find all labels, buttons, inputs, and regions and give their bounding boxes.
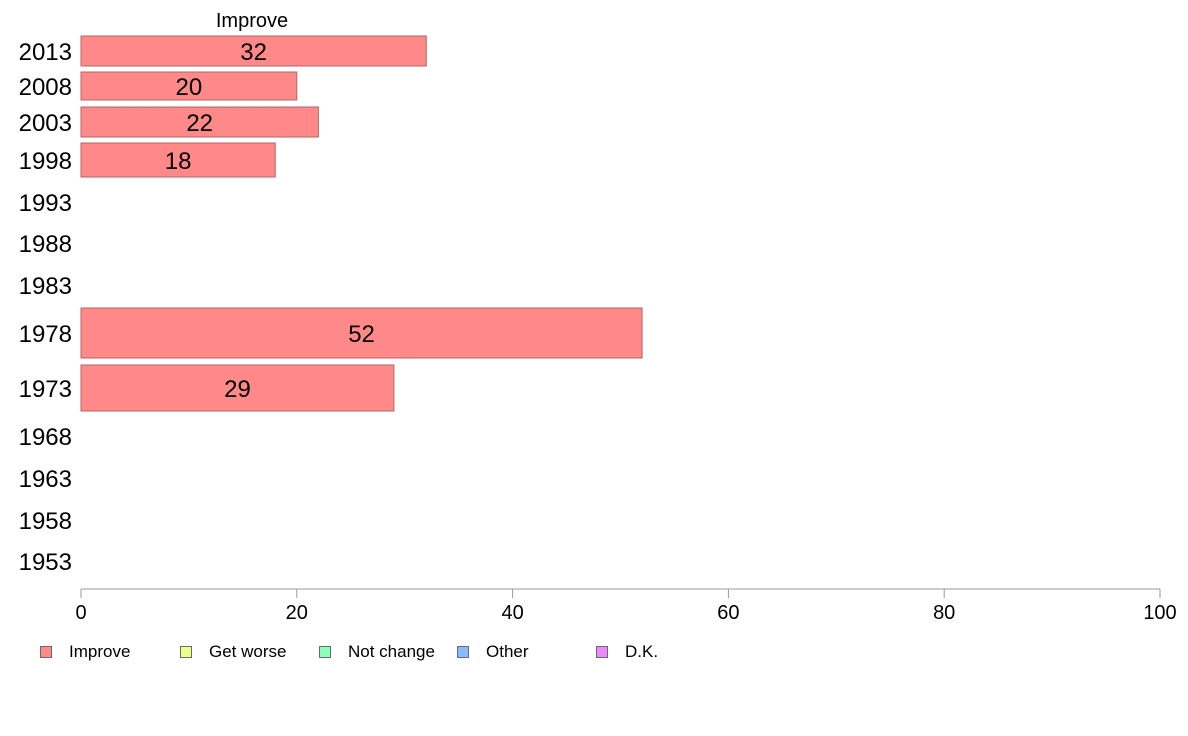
series-title: Improve	[216, 10, 288, 32]
data-label: 29	[224, 376, 251, 403]
bar	[80, 35, 427, 67]
legend-item: Get worse	[180, 641, 286, 663]
data-label: 18	[165, 148, 192, 175]
y-tick-label: 1963	[19, 466, 72, 493]
x-tick-label: 40	[501, 602, 523, 624]
y-tick-label: 2008	[19, 74, 72, 101]
x-tick-label: 0	[75, 602, 86, 624]
data-label: 52	[348, 321, 375, 348]
legend-label: D.K.	[625, 642, 659, 661]
x-tick-label: 20	[286, 602, 308, 624]
y-tick-label: 1973	[19, 376, 72, 403]
legend-label: Get worse	[209, 642, 287, 661]
legend-swatch	[40, 646, 52, 658]
x-tick-label: 80	[933, 602, 955, 624]
legend-item: Not change	[319, 641, 435, 663]
data-label: 32	[240, 39, 267, 66]
y-tick-label: 1978	[19, 321, 72, 348]
y-tick-label: 1983	[19, 273, 72, 300]
y-tick-label: 1998	[19, 148, 72, 175]
data-label: 22	[186, 110, 213, 137]
y-tick-label: 1993	[19, 190, 72, 217]
y-tick-label: 1958	[19, 508, 72, 535]
bar	[80, 307, 643, 359]
y-tick-label: 1953	[19, 549, 72, 576]
legend-swatch	[319, 646, 331, 658]
legend-swatch	[596, 646, 608, 658]
legend-label: Other	[486, 642, 529, 661]
y-tick-label: 1968	[19, 424, 72, 451]
legend: Improve Get worse Not change Other D.K.	[40, 641, 740, 663]
x-tick-label: 60	[717, 602, 739, 624]
bar	[80, 71, 298, 101]
bar	[80, 106, 319, 138]
legend-swatch	[457, 646, 469, 658]
legend-item: Improve	[40, 641, 130, 663]
data-label: 20	[176, 74, 203, 101]
bars-group: 32 20 22 18 52 29	[80, 35, 643, 412]
y-tick-label: 2013	[19, 39, 72, 66]
x-axis-ticks: 0 20 40 60 80 100	[75, 589, 1177, 624]
y-tick-labels: 2013 2008 2003 1998 1993 1988 1983 1978 1973 1968…	[19, 39, 72, 576]
legend-label: Not change	[348, 642, 435, 661]
x-tick-label: 100	[1143, 602, 1176, 624]
legend-item: Other	[457, 641, 529, 663]
y-tick-label: 2003	[19, 110, 72, 137]
bar	[80, 142, 276, 178]
legend-label: Improve	[69, 642, 131, 661]
legend-item: D.K.	[596, 641, 658, 663]
bar	[80, 364, 395, 412]
y-tick-label: 1988	[19, 231, 72, 258]
legend-swatch	[180, 646, 192, 658]
